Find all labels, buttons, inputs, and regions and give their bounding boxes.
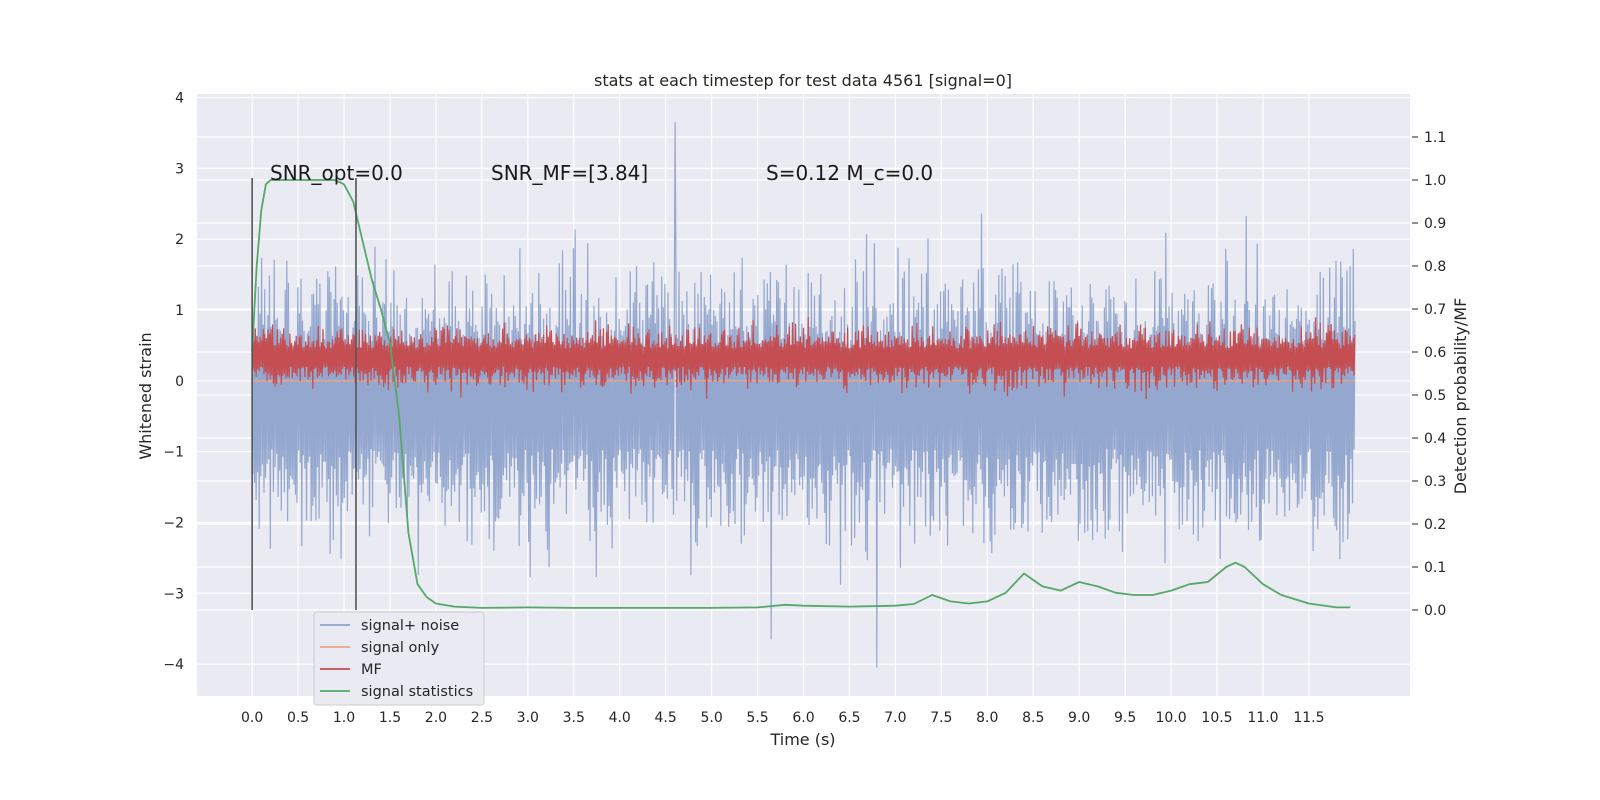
x-tick-label: 8.5: [1022, 710, 1044, 726]
x-tick-label: 4.0: [609, 710, 631, 726]
y-right-tick-label: 1.0: [1424, 173, 1446, 189]
x-tick-label: 5.0: [700, 710, 722, 726]
y-right-tick-label: 0.3: [1424, 474, 1446, 490]
y-right-axis-label: Detection probability/MF: [1451, 298, 1470, 495]
x-tick-label: 1.5: [379, 710, 401, 726]
annotations: SNR_opt=0.0 SNR_MF=[3.84] S=0.12 M_c=0.0: [270, 161, 933, 185]
y-tick-label: 3: [175, 161, 184, 177]
y-right-tick-label: 0.8: [1424, 259, 1446, 275]
y-tick-label: −2: [163, 515, 184, 531]
y-right-tick-labels: 1.1 1.0 0.9 0.8 0.7 0.6 0.5 0.4 0.3 0.2 0.1 0.0: [1412, 130, 1446, 619]
y-right-tick-label: 1.1: [1424, 130, 1446, 146]
x-tick-label: 6.5: [838, 710, 860, 726]
y-tick-label: −4: [163, 657, 184, 673]
x-tick-label: 7.0: [884, 710, 906, 726]
series-signal-statistics: [251, 179, 1351, 609]
y-right-tick-label: 0.4: [1424, 431, 1446, 447]
y-right-tick-label: 0.2: [1424, 517, 1446, 533]
y-tick-label: 2: [175, 232, 184, 248]
series-mf: [251, 316, 1356, 400]
y-tick-label: −3: [163, 586, 184, 602]
y-right-tick-label: 0.6: [1424, 345, 1446, 361]
x-tick-label: 0.0: [241, 710, 263, 726]
y-axis-label: Whitened strain: [136, 332, 155, 459]
y-right-tick-label: 0.1: [1424, 560, 1446, 576]
legend-label-signal-statistics: signal statistics: [361, 684, 473, 700]
y-tick-label: 4: [175, 91, 184, 107]
y-right-tick-label: 0.0: [1424, 603, 1446, 619]
y-tick-label: 0: [175, 374, 184, 390]
x-tick-label: 0.5: [287, 710, 309, 726]
x-tick-label: 2.5: [471, 710, 493, 726]
x-tick-label: 9.5: [1114, 710, 1136, 726]
x-tick-label: 11.0: [1247, 710, 1278, 726]
legend: signal+ noise signal only MF signal stat…: [313, 611, 485, 706]
legend-label-signal-noise: signal+ noise: [361, 618, 459, 634]
x-tick-label: 1.0: [333, 710, 355, 726]
x-tick-label: 4.5: [655, 710, 677, 726]
legend-box: [313, 611, 485, 706]
y-tick-label: 1: [175, 303, 184, 319]
y-right-tick-label: 0.5: [1424, 388, 1446, 404]
chart-title: stats at each timestep for test data 456…: [594, 71, 1012, 90]
x-tick-label: 3.0: [517, 710, 539, 726]
legend-label-mf: MF: [361, 662, 382, 678]
x-tick-label: 8.0: [976, 710, 998, 726]
x-tick-label: 11.5: [1293, 710, 1324, 726]
y-tick-label: −1: [163, 445, 184, 461]
x-tick-label: 10.0: [1155, 710, 1186, 726]
x-tick-label: 9.0: [1068, 710, 1090, 726]
y-right-tick-label: 0.7: [1424, 302, 1446, 318]
series-layer: [251, 122, 1356, 668]
x-tick-label: 7.5: [930, 710, 952, 726]
annotation-snr-opt: SNR_opt=0.0: [270, 161, 403, 185]
vertical-lines: [251, 178, 357, 610]
x-tick-label: 10.5: [1201, 710, 1232, 726]
y-tick-labels: 4 3 2 1 0 −1 −2 −3 −4: [163, 91, 184, 674]
x-axis-label: Time (s): [769, 730, 835, 749]
y-right-tick-label: 0.9: [1424, 216, 1446, 232]
annotation-snr-mf: SNR_MF=[3.84]: [491, 161, 648, 185]
x-tick-label: 5.5: [746, 710, 768, 726]
annotation-s-mc: S=0.12 M_c=0.0: [766, 161, 933, 185]
x-tick-label: 2.0: [425, 710, 447, 726]
x-tick-labels: 0.0 0.5 1.0 1.5 2.0 2.5 3.0 3.5 4.0 4.5 5.0 5.5 6.0 6…: [241, 710, 1324, 726]
x-tick-label: 3.5: [563, 710, 585, 726]
legend-label-signal-only: signal only: [361, 640, 440, 656]
x-tick-label: 6.0: [792, 710, 814, 726]
